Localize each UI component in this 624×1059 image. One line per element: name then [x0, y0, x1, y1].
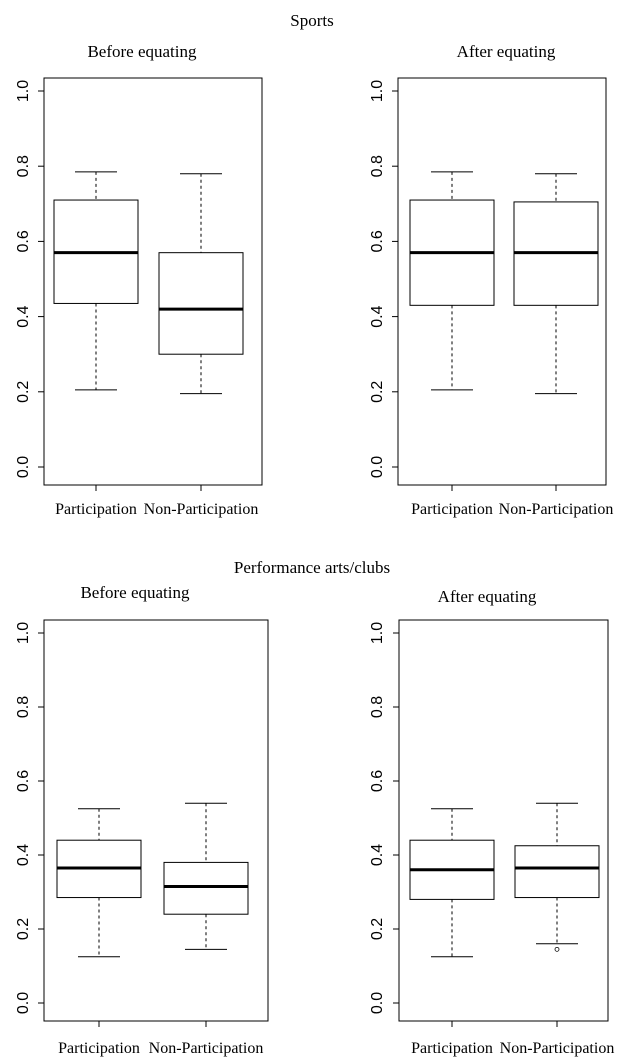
y-tick-label: 1.0 [369, 622, 386, 644]
x-tick-label: Non-Participation [500, 1040, 615, 1057]
box-iqr [158, 252, 244, 355]
y-tick-label: 0.4 [369, 844, 386, 866]
y-tick-label: 0.0 [369, 992, 386, 1014]
chart-panel-1: Before equating 0.0 0.2 0.4 0.6 0.8 1.0 Partici… [15, 42, 263, 518]
y-tick-label: 0.8 [15, 696, 32, 718]
panel-title: Before equating [87, 42, 197, 61]
y-tick-label: 0.6 [15, 230, 32, 252]
y-tick-label: 1.0 [15, 622, 32, 644]
panel-title: After equating [438, 587, 537, 606]
y-tick-label: 0.2 [15, 381, 32, 403]
y-tick-label: 0.8 [15, 155, 32, 177]
outlier-point [554, 946, 560, 952]
y-tick-label: 0.6 [369, 770, 386, 792]
x-tick-label: Non-Participation [499, 501, 614, 518]
y-tick-label: 0.8 [369, 696, 386, 718]
y-tick-label: 0.0 [369, 456, 386, 478]
box-iqr [514, 845, 600, 899]
y-tick-label: 0.6 [15, 770, 32, 792]
y-tick-label: 0.2 [369, 918, 386, 940]
x-tick-label: Participation [411, 501, 493, 518]
box-iqr [163, 861, 249, 915]
x-tick-label: Non-Participation [149, 1040, 264, 1057]
y-tick-label: 1.0 [369, 80, 386, 102]
x-tick-label: Participation [58, 1040, 140, 1057]
y-tick-label: 0.4 [15, 305, 32, 327]
y-tick-label: 0.4 [15, 844, 32, 866]
group-title-performance-arts: Performance arts/clubs [234, 558, 390, 577]
y-tick-label: 0.2 [15, 918, 32, 940]
plot-frame [397, 77, 607, 486]
chart-panel-4: After equating 0.0 0.2 0.4 0.6 0.8 1.0 Particip… [369, 587, 614, 1057]
panel-title: After equating [457, 42, 556, 61]
y-tick-label: 1.0 [15, 80, 32, 102]
group-title-sports: Sports [290, 11, 333, 30]
y-tick-label: 0.4 [369, 305, 386, 327]
y-tick-label: 0.6 [369, 230, 386, 252]
y-tick-label: 0.8 [369, 155, 386, 177]
y-tick-label: 0.0 [15, 456, 32, 478]
panel-title: Before equating [80, 583, 190, 602]
x-tick-label: Non-Participation [144, 501, 259, 518]
plot-frame [43, 77, 263, 486]
chart-panel-3: Before equating 0.0 0.2 0.4 0.6 0.8 1.0 Partici… [15, 583, 269, 1057]
chart-panel-2: After equating 0.0 0.2 0.4 0.6 0.8 1.0 Particip… [369, 42, 613, 518]
plot-frame [43, 619, 269, 1022]
plot-frame [398, 619, 609, 1022]
y-tick-label: 0.2 [369, 381, 386, 403]
y-tick-label: 0.0 [15, 992, 32, 1014]
chart-panels: Before equating 0.0 0.2 0.4 0.6 0.8 1.0 Partici… [15, 42, 614, 1057]
x-tick-label: Participation [411, 1040, 493, 1057]
x-tick-label: Participation [55, 501, 137, 518]
